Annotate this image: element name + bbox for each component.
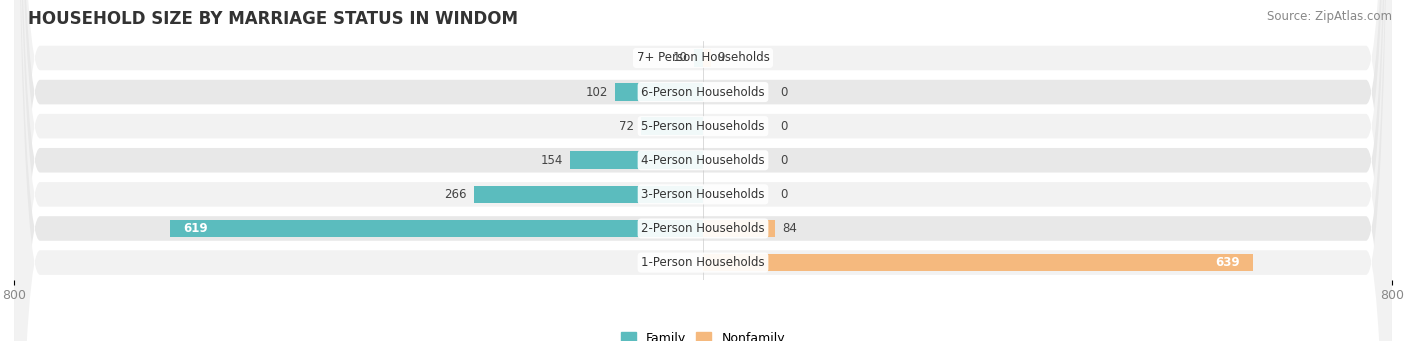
Bar	[571, 151, 703, 169]
Bar	[703, 220, 775, 237]
Text: 2-Person Households: 2-Person Households	[641, 222, 765, 235]
Text: 9: 9	[717, 51, 725, 64]
Bar	[703, 254, 1253, 271]
Text: 0: 0	[780, 188, 787, 201]
Text: 10: 10	[672, 51, 688, 64]
FancyBboxPatch shape	[14, 0, 1392, 341]
FancyBboxPatch shape	[14, 0, 1392, 341]
FancyBboxPatch shape	[14, 0, 1392, 341]
Text: Source: ZipAtlas.com: Source: ZipAtlas.com	[1267, 10, 1392, 23]
FancyBboxPatch shape	[14, 0, 1392, 341]
FancyBboxPatch shape	[14, 0, 1392, 341]
FancyBboxPatch shape	[14, 0, 1392, 341]
Text: 3-Person Households: 3-Person Households	[641, 188, 765, 201]
Text: 266: 266	[444, 188, 467, 201]
Text: 619: 619	[183, 222, 208, 235]
Text: 6-Person Households: 6-Person Households	[641, 86, 765, 99]
FancyBboxPatch shape	[14, 0, 1392, 341]
Text: 154: 154	[541, 154, 564, 167]
Bar	[474, 186, 703, 203]
Legend: Family, Nonfamily: Family, Nonfamily	[616, 327, 790, 341]
Text: 5-Person Households: 5-Person Households	[641, 120, 765, 133]
Text: 102: 102	[586, 86, 609, 99]
Text: 639: 639	[1216, 256, 1240, 269]
Text: 0: 0	[780, 154, 787, 167]
Text: 7+ Person Households: 7+ Person Households	[637, 51, 769, 64]
Bar	[616, 83, 703, 101]
Bar	[695, 49, 703, 67]
Text: 72: 72	[619, 120, 634, 133]
Bar	[641, 117, 703, 135]
Text: 0: 0	[780, 86, 787, 99]
Text: 4-Person Households: 4-Person Households	[641, 154, 765, 167]
Text: 1-Person Households: 1-Person Households	[641, 256, 765, 269]
Text: 0: 0	[780, 120, 787, 133]
Text: HOUSEHOLD SIZE BY MARRIAGE STATUS IN WINDOM: HOUSEHOLD SIZE BY MARRIAGE STATUS IN WIN…	[28, 10, 519, 28]
Bar	[170, 220, 703, 237]
Text: 84: 84	[782, 222, 797, 235]
Bar	[703, 49, 711, 67]
